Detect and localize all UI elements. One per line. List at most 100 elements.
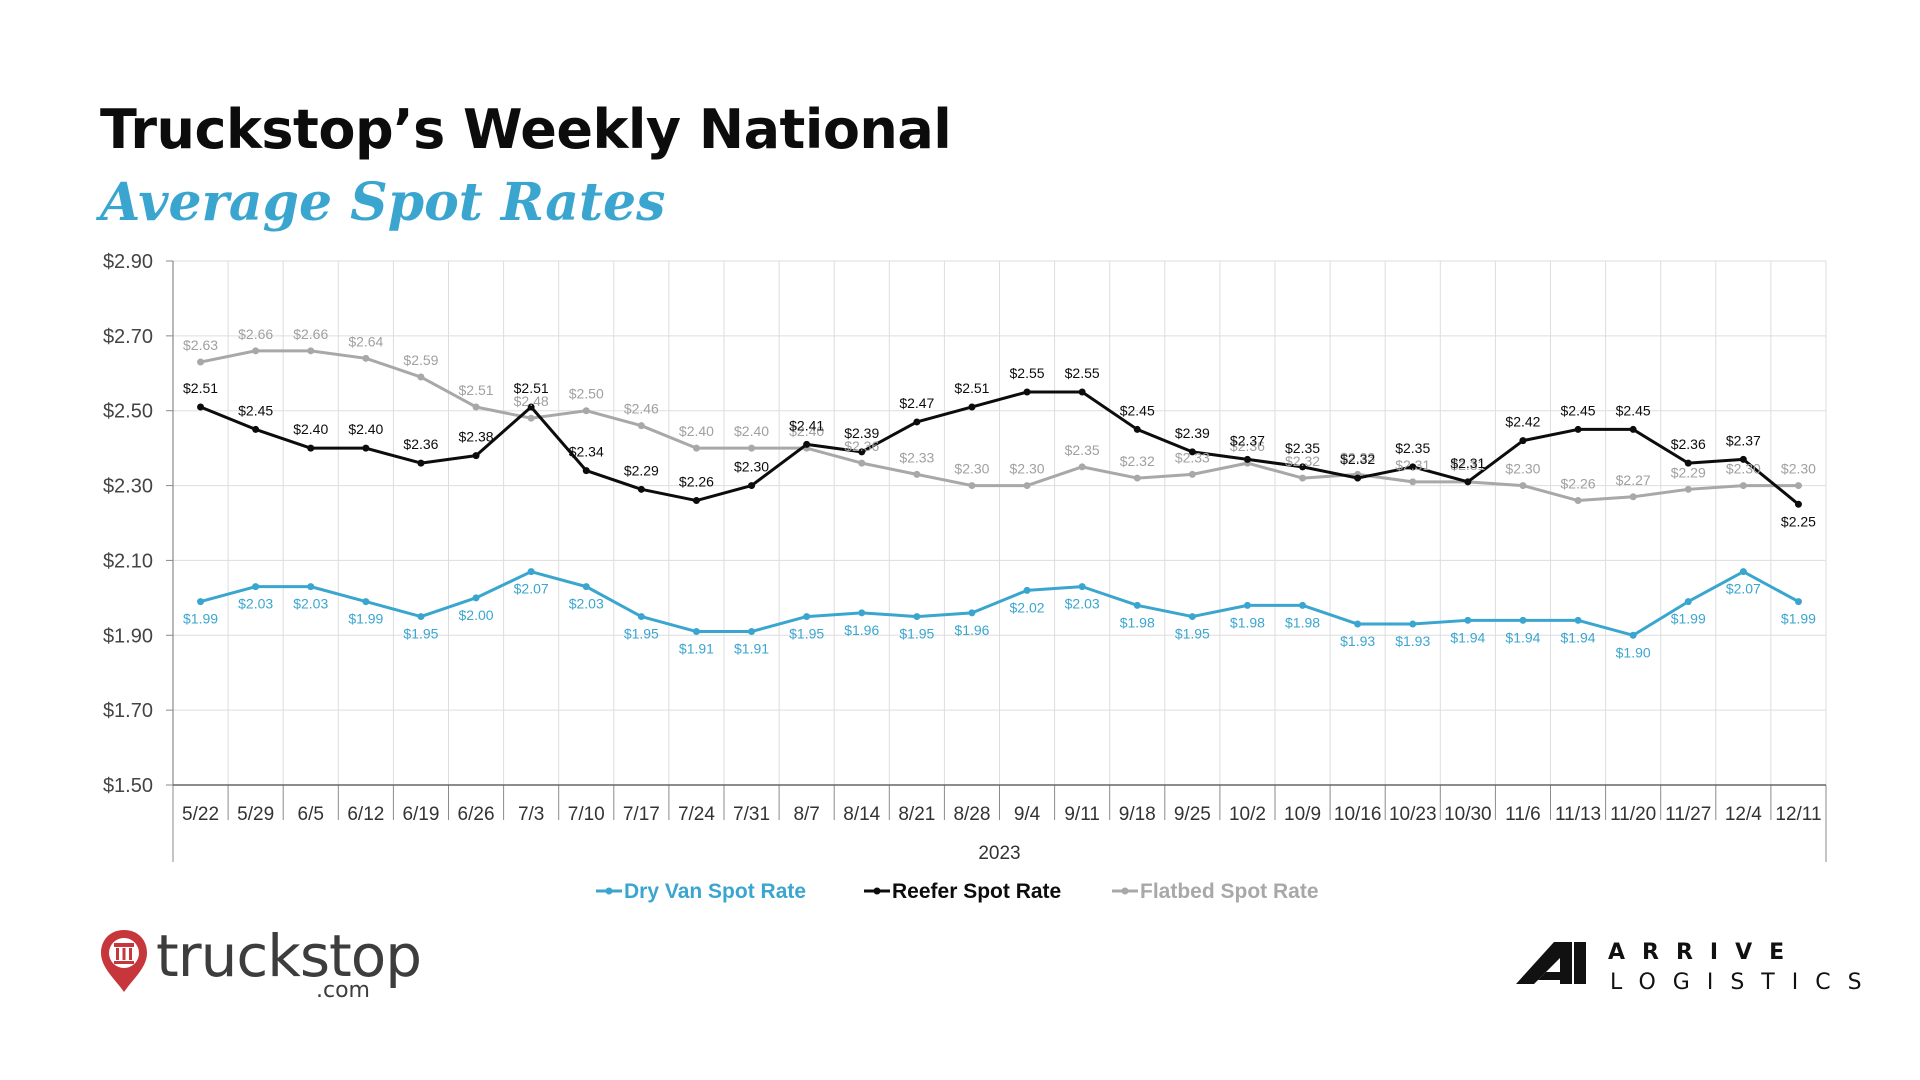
dry-van-spot-rate-legend-marker <box>605 887 613 895</box>
axes: $2.90 $2.70 $2.50 $2.30 $2.10 $1.90 $1.70 $1.50… <box>103 251 1827 864</box>
flatbed-spot-rate-point <box>913 470 921 478</box>
flatbed-spot-rate-point <box>1299 474 1307 482</box>
dry-van-spot-rate-data-label: $2.02 <box>1010 599 1045 615</box>
reefer-spot-rate-data-label: $2.32 <box>1340 451 1375 467</box>
dry-van-spot-rate-point <box>803 613 811 621</box>
flatbed-spot-rate-point <box>1684 485 1692 493</box>
flatbed-spot-rate-data-label: $2.29 <box>1671 464 1706 480</box>
flatbed-spot-rate-data-label: $2.51 <box>459 382 494 398</box>
dry-van-spot-rate-point <box>1574 616 1582 624</box>
reefer-spot-rate-data-label: $2.31 <box>1450 455 1485 471</box>
dry-van-spot-rate-point <box>1739 568 1747 576</box>
y-tick-label: $2.70 <box>103 326 153 348</box>
arrive-wordmark: ARRIVE <box>1608 940 1802 965</box>
truckstop-logo: truckstop .com <box>98 922 428 1008</box>
reefer-spot-rate-point <box>1078 388 1086 396</box>
x-tick-label: 10/23 <box>1389 804 1437 825</box>
flatbed-spot-rate-point <box>472 403 480 411</box>
reefer-spot-rate-point <box>1794 500 1802 508</box>
flatbed-spot-rate-data-label: $2.40 <box>789 423 824 439</box>
flatbed-spot-rate-point <box>1519 482 1527 490</box>
grid-lines <box>172 260 1827 786</box>
arrive-logistics-logo: ARRIVE LOGISTICS <box>1516 940 1862 1010</box>
dry-van-spot-rate-data-label: $1.95 <box>789 626 824 642</box>
dry-van-spot-rate-data-label: $1.99 <box>183 611 218 627</box>
dry-van-spot-rate-data-label: $1.93 <box>1395 633 1430 649</box>
flatbed-spot-rate-point <box>252 347 260 355</box>
dry-van-spot-rate-data-label: $1.94 <box>1505 629 1540 645</box>
logistics-wordmark: LOGISTICS <box>1610 970 1879 995</box>
flatbed-spot-rate-data-label: $2.66 <box>238 326 273 342</box>
flatbed-spot-rate-point <box>1188 470 1196 478</box>
flatbed-spot-rate-data-label: $2.32 <box>1120 453 1155 469</box>
reefer-spot-rate-point <box>858 448 866 456</box>
flatbed-spot-rate-point <box>417 373 425 381</box>
reefer-spot-rate-point <box>692 497 700 505</box>
reefer-spot-rate-point <box>1464 478 1472 486</box>
flatbed-spot-rate-legend-label: Flatbed Spot Rate <box>1140 880 1319 903</box>
dry-van-spot-rate-data-label: $2.03 <box>238 596 273 612</box>
arrive-logistics-a-icon <box>1516 942 1586 984</box>
reefer-spot-rate-point <box>1519 437 1527 445</box>
series-lines <box>197 347 1802 639</box>
reefer-spot-rate-data-label: $2.26 <box>679 474 714 490</box>
flatbed-spot-rate-data-label: $2.33 <box>1175 449 1210 465</box>
reefer-spot-rate-data-label: $2.42 <box>1505 414 1540 430</box>
flatbed-spot-rate-data-label: $2.50 <box>569 386 604 402</box>
x-tick-label: 7/31 <box>733 804 770 825</box>
dry-van-spot-rate-point <box>858 609 866 617</box>
reefer-spot-rate-data-label: $2.55 <box>1065 365 1100 381</box>
reefer-spot-rate-data-label: $2.36 <box>403 436 438 452</box>
dry-van-spot-rate-point <box>472 594 480 602</box>
x-tick-label: 9/25 <box>1174 804 1211 825</box>
flatbed-spot-rate-point <box>362 354 370 362</box>
flatbed-spot-rate-data-label: $2.36 <box>1230 438 1265 454</box>
reefer-spot-rate-data-label: $2.45 <box>1616 402 1651 418</box>
x-tick-label: 6/26 <box>458 804 495 825</box>
reefer-spot-rate-point <box>252 425 260 433</box>
x-tick-label: 7/3 <box>518 804 544 825</box>
y-tick-label: $2.10 <box>103 550 153 572</box>
dry-van-spot-rate-point <box>913 613 921 621</box>
x-tick-label: 11/20 <box>1610 804 1656 825</box>
dry-van-spot-rate-data-label: $1.95 <box>1175 626 1210 642</box>
dry-van-spot-rate-data-label: $1.96 <box>954 622 989 638</box>
reefer-spot-rate-legend-marker <box>873 887 881 895</box>
x-tick-label: 10/30 <box>1444 804 1492 825</box>
dry-van-spot-rate-point <box>637 613 645 621</box>
x-tick-label: 6/12 <box>347 804 384 825</box>
y-tick-label: $1.70 <box>103 700 153 722</box>
truckstop-wordmark: truckstop <box>156 922 422 990</box>
reefer-spot-rate-data-label: $2.51 <box>954 380 989 396</box>
reefer-spot-rate-data-label: $2.34 <box>569 444 604 460</box>
flatbed-spot-rate-data-label: $2.30 <box>1505 461 1540 477</box>
reefer-spot-rate-data-label: $2.47 <box>899 395 934 411</box>
flatbed-spot-rate-data-label: $2.63 <box>183 337 218 353</box>
flatbed-spot-rate-point <box>1794 482 1802 490</box>
flatbed-spot-rate-point <box>1629 493 1637 501</box>
reefer-spot-rate-point <box>803 440 811 448</box>
reefer-spot-rate-line <box>199 390 1800 506</box>
reefer-spot-rate-point <box>1133 425 1141 433</box>
flatbed-spot-rate-point <box>637 422 645 430</box>
reefer-spot-rate-data-label: $2.30 <box>734 459 769 475</box>
reefer-spot-rate-data-label: $2.29 <box>624 462 659 478</box>
dry-van-spot-rate-data-label: $1.98 <box>1120 614 1155 630</box>
y-tick-label: $2.90 <box>103 251 153 273</box>
reefer-spot-rate-point <box>417 459 425 467</box>
flatbed-spot-rate-data-label: $2.59 <box>403 352 438 368</box>
x-tick-label: 8/7 <box>793 804 819 825</box>
flatbed-spot-rate-data-label: $2.26 <box>1561 476 1596 492</box>
reefer-spot-rate-data-label: $2.37 <box>1230 432 1265 448</box>
flatbed-spot-rate-point <box>968 482 976 490</box>
reefer-spot-rate-point <box>748 482 756 490</box>
flatbed-spot-rate-point <box>1023 482 1031 490</box>
dry-van-spot-rate-data-label: $2.03 <box>1065 596 1100 612</box>
flatbed-spot-rate-data-label: $2.40 <box>734 423 769 439</box>
reefer-spot-rate-point <box>913 418 921 426</box>
dry-van-spot-rate-legend-label: Dry Van Spot Rate <box>624 880 806 903</box>
reefer-spot-rate-data-label: $2.39 <box>844 425 879 441</box>
dry-van-spot-rate-point <box>362 598 370 606</box>
x-tick-label: 12/11 <box>1775 804 1821 825</box>
